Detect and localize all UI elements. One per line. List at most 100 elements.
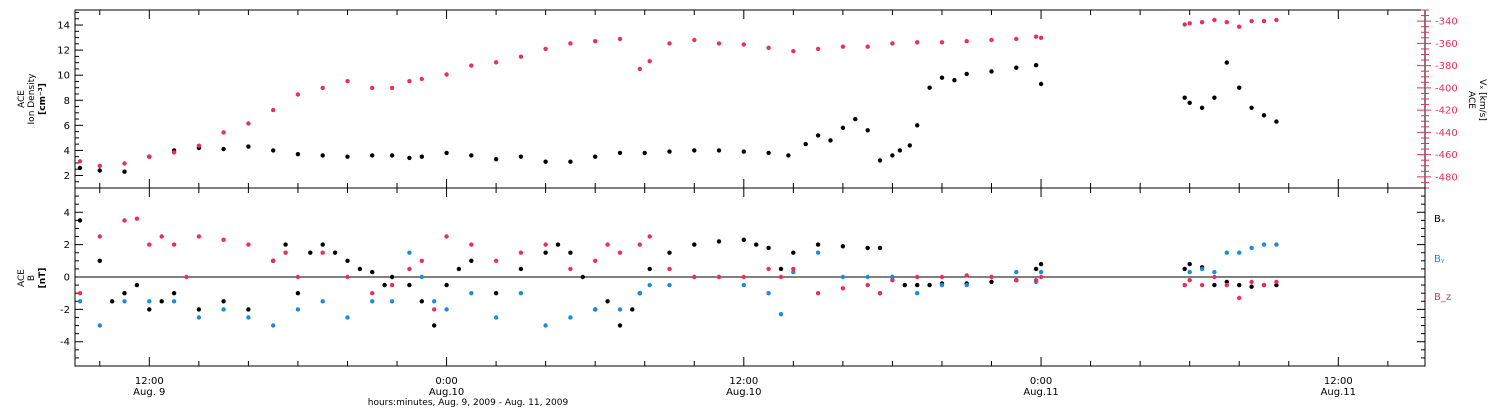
data-point bbox=[196, 234, 202, 239]
data-point bbox=[989, 279, 994, 285]
data-point bbox=[246, 307, 251, 312]
data-point bbox=[840, 125, 846, 130]
data-point bbox=[370, 299, 375, 304]
data-point bbox=[246, 144, 251, 149]
data-point bbox=[890, 274, 895, 280]
data-point bbox=[271, 148, 276, 153]
data-point bbox=[939, 75, 945, 80]
data-point bbox=[568, 41, 573, 46]
data-point bbox=[518, 291, 524, 296]
data-point bbox=[1249, 18, 1254, 24]
data-point bbox=[1182, 95, 1187, 100]
data-point bbox=[667, 266, 672, 272]
data-point bbox=[1199, 105, 1205, 111]
data-point bbox=[840, 44, 846, 49]
data-point bbox=[927, 282, 932, 288]
legend-item: Bᵧ bbox=[1434, 254, 1445, 265]
x-tick-time: 0:00 bbox=[435, 376, 457, 387]
bottom-left-tick-label: 4 bbox=[64, 208, 70, 219]
data-point bbox=[778, 274, 784, 280]
data-point bbox=[1014, 36, 1019, 42]
data-point bbox=[568, 159, 573, 164]
data-point bbox=[134, 282, 140, 288]
data-point bbox=[815, 291, 821, 296]
data-point bbox=[77, 159, 83, 164]
data-point bbox=[1187, 278, 1192, 283]
data-point bbox=[518, 266, 524, 272]
data-point bbox=[1038, 269, 1044, 275]
data-point bbox=[741, 237, 746, 242]
data-point bbox=[543, 242, 548, 247]
bottom-left-tick-label: 0 bbox=[64, 273, 70, 284]
x-tick-time: 12:00 bbox=[1324, 376, 1353, 387]
data-point bbox=[444, 72, 449, 77]
top-data bbox=[77, 17, 1279, 174]
data-point bbox=[617, 323, 623, 328]
data-point bbox=[1274, 279, 1279, 285]
data-point bbox=[370, 269, 375, 275]
data-point bbox=[1187, 21, 1192, 26]
data-point bbox=[1261, 18, 1267, 24]
data-point bbox=[803, 141, 808, 147]
data-point bbox=[890, 278, 895, 283]
data-point bbox=[1224, 60, 1230, 65]
data-point bbox=[407, 266, 412, 272]
data-point bbox=[1038, 274, 1044, 280]
data-point bbox=[1261, 282, 1267, 288]
bottom-left-label-units: [nT] bbox=[38, 268, 48, 289]
data-point bbox=[221, 130, 226, 135]
data-point bbox=[271, 323, 276, 328]
data-point bbox=[754, 242, 759, 247]
data-point bbox=[407, 155, 412, 161]
data-point bbox=[1212, 95, 1217, 100]
data-point bbox=[815, 133, 821, 138]
data-point bbox=[295, 92, 301, 97]
data-point bbox=[865, 282, 870, 288]
x-axis-label: hours:minutes, Aug. 9, 2009 - Aug. 11, 2… bbox=[368, 398, 569, 408]
data-point bbox=[159, 234, 164, 239]
data-point bbox=[389, 274, 395, 280]
x-tick-date: Aug. 9 bbox=[133, 387, 165, 398]
data-point bbox=[419, 76, 424, 82]
bottom-panel: -4 -2 0 2 4 ACE B [nT] Bₓ Bᵧ B_z bbox=[17, 187, 1451, 367]
data-point bbox=[964, 282, 969, 288]
data-point bbox=[147, 307, 152, 312]
data-point bbox=[853, 116, 858, 122]
data-point bbox=[791, 266, 796, 272]
data-point bbox=[716, 41, 722, 46]
data-point bbox=[518, 54, 524, 59]
data-point bbox=[320, 299, 325, 304]
top-right-tick-label: -400 bbox=[1435, 83, 1458, 94]
x-tick-date: Aug.10 bbox=[429, 387, 464, 398]
data-point bbox=[308, 250, 313, 255]
data-point bbox=[493, 157, 499, 162]
data-point bbox=[568, 315, 573, 320]
data-point bbox=[778, 266, 784, 272]
data-point bbox=[741, 42, 746, 47]
data-point bbox=[295, 307, 301, 312]
data-point bbox=[221, 299, 226, 304]
data-point bbox=[642, 150, 647, 156]
data-point bbox=[444, 307, 449, 312]
series-bottom-by bbox=[77, 242, 1279, 328]
data-point bbox=[915, 123, 920, 128]
data-point bbox=[915, 40, 920, 45]
data-point bbox=[828, 138, 833, 143]
series-bottom-bz bbox=[77, 216, 1279, 312]
data-point bbox=[1033, 278, 1039, 283]
data-point bbox=[840, 286, 846, 291]
top-left-label-line1: ACE bbox=[17, 90, 27, 108]
data-point bbox=[1187, 261, 1192, 267]
top-right-axis: -480 -460 -440 -420 -400 -380 -360 -340 bbox=[1417, 9, 1458, 189]
series-bottom-bx bbox=[77, 218, 1279, 328]
data-point bbox=[147, 242, 152, 247]
data-point bbox=[543, 46, 548, 52]
data-point bbox=[1038, 261, 1044, 267]
data-point bbox=[345, 258, 350, 263]
data-point bbox=[320, 85, 325, 91]
x-tick-date: Aug.11 bbox=[1321, 387, 1356, 398]
data-point bbox=[171, 291, 177, 296]
data-point bbox=[147, 299, 152, 304]
data-point bbox=[221, 307, 226, 312]
